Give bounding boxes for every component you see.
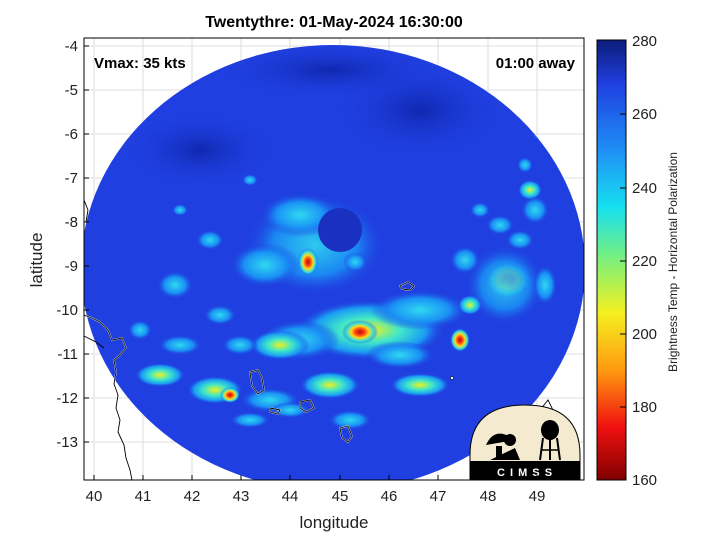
plot-frame (83, 37, 585, 481)
y-tick-label: -9 (65, 258, 78, 275)
y-tick-label: -13 (56, 434, 78, 451)
y-tick-label: -11 (57, 346, 78, 363)
colorbar-ticks (620, 113, 626, 408)
y-tick-label: -4 (65, 38, 78, 55)
map-title: Twentythre: 01-May-2024 16:30:00 (205, 14, 463, 31)
x-tick-marks (93, 475, 538, 480)
y-tick-label: -10 (56, 302, 78, 319)
time-away-label: 01:00 away (496, 55, 576, 72)
y-axis-label: latitude (27, 233, 46, 288)
x-tick-label: 44 (282, 488, 299, 505)
colorbar (596, 39, 627, 481)
x-axis-label: longitude (299, 513, 368, 532)
colorbar-tick-label: 180 (632, 399, 657, 416)
y-tick-label: -6 (65, 126, 78, 143)
cimss-logo-text: C I M S S (497, 467, 553, 479)
x-tick-label: 49 (529, 488, 546, 505)
x-tick-label: 46 (381, 488, 398, 505)
vmax-label: Vmax: 35 kts (94, 55, 186, 72)
cimss-logo (469, 404, 581, 481)
x-tick-label: 47 (430, 488, 447, 505)
y-tick-marks (84, 45, 89, 443)
colorbar-tick-label: 280 (632, 33, 657, 50)
x-tick-label: 45 (332, 488, 349, 505)
x-tick-label: 42 (184, 488, 201, 505)
x-tick-label: 40 (86, 488, 103, 505)
y-tick-label: -12 (56, 390, 78, 407)
x-tick-label: 48 (480, 488, 497, 505)
y-tick-label: -7 (65, 170, 78, 187)
colorbar-label: Brightness Temp - Horizontal Polarizatio… (666, 152, 680, 372)
colorbar-tick-label: 260 (632, 106, 657, 123)
brightness-swath (84, 45, 584, 480)
colorbar-tick-label: 240 (632, 180, 657, 197)
y-tick-label: -8 (65, 214, 78, 231)
colorbar-tick-label: 200 (632, 326, 657, 343)
colorbar-tick-label: 220 (632, 253, 657, 270)
y-tick-label: -5 (65, 82, 78, 99)
colorbar-tick-label: 160 (632, 472, 657, 489)
x-tick-label: 41 (135, 488, 152, 505)
x-tick-label: 43 (233, 488, 250, 505)
